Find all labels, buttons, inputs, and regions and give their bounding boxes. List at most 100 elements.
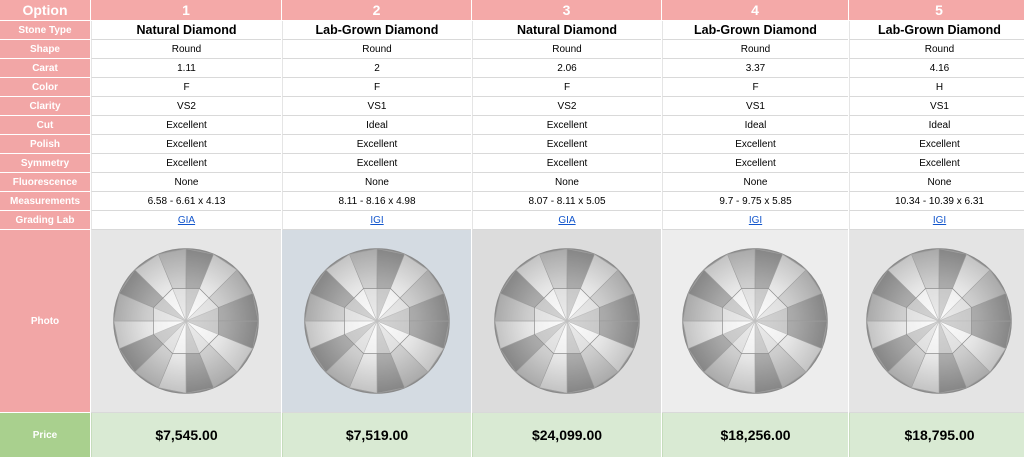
row-label-photo: Photo: [0, 230, 90, 413]
diamond-photo-5[interactable]: [849, 230, 1024, 413]
grading-lab-link-4[interactable]: IGI: [748, 214, 763, 226]
clarity-2: VS1: [282, 97, 471, 116]
symmetry-3: Excellent: [472, 154, 661, 173]
round-brilliant-diamond-icon: [493, 248, 640, 394]
price-1: $7,545.00: [91, 413, 281, 457]
diamond-photo-bg-1: [91, 230, 281, 412]
symmetry-4: Excellent: [662, 154, 848, 173]
grading-lab-cell-5: IGI: [849, 211, 1024, 230]
fluorescence-1: None: [91, 173, 281, 192]
fluorescence-2: None: [282, 173, 471, 192]
price-4: $18,256.00: [662, 413, 848, 457]
measurements-3: 8.07 - 8.11 x 5.05: [472, 192, 661, 211]
color-3: F: [472, 78, 661, 97]
clarity-4: VS1: [662, 97, 848, 116]
stone-type-1: Natural Diamond: [91, 21, 281, 40]
diamond-photo-bg-5: [849, 230, 1024, 412]
diamond-photo-2[interactable]: [282, 230, 471, 413]
shape-4: Round: [662, 40, 848, 59]
clarity-5: VS1: [849, 97, 1024, 116]
grading-lab-cell-4: IGI: [662, 211, 848, 230]
row-label-symmetry: Symmetry: [0, 154, 90, 173]
measurements-1: 6.58 - 6.61 x 4.13: [91, 192, 281, 211]
row-label-shape: Shape: [0, 40, 90, 59]
option-number-2: 2: [282, 0, 471, 21]
round-brilliant-diamond-icon: [866, 248, 1012, 394]
grading-lab-cell-3: GIA: [472, 211, 661, 230]
diamond-photo-1[interactable]: [91, 230, 281, 413]
polish-4: Excellent: [662, 135, 848, 154]
color-2: F: [282, 78, 471, 97]
stone-type-4: Lab-Grown Diamond: [662, 21, 848, 40]
shape-3: Round: [472, 40, 661, 59]
price-5: $18,795.00: [849, 413, 1024, 457]
stone-type-3: Natural Diamond: [472, 21, 661, 40]
price-3: $24,099.00: [472, 413, 661, 457]
fluorescence-5: None: [849, 173, 1024, 192]
diamond-photo-bg-4: [662, 230, 848, 412]
diamond-photo-4[interactable]: [662, 230, 848, 413]
diamond-photo-3[interactable]: [472, 230, 661, 413]
row-label-color: Color: [0, 78, 90, 97]
diamond-photo-bg-3: [472, 230, 661, 412]
color-5: H: [849, 78, 1024, 97]
carat-3: 2.06: [472, 59, 661, 78]
grading-lab-link-5[interactable]: IGI: [932, 214, 947, 226]
row-label-grading-lab: Grading Lab: [0, 211, 90, 230]
stone-type-2: Lab-Grown Diamond: [282, 21, 471, 40]
row-label-carat: Carat: [0, 59, 90, 78]
option-number-1: 1: [91, 0, 281, 21]
measurements-2: 8.11 - 8.16 x 4.98: [282, 192, 471, 211]
row-label-polish: Polish: [0, 135, 90, 154]
polish-1: Excellent: [91, 135, 281, 154]
polish-5: Excellent: [849, 135, 1024, 154]
grading-lab-link-2[interactable]: IGI: [370, 214, 384, 226]
grading-lab-cell-2: IGI: [282, 211, 471, 230]
row-label-clarity: Clarity: [0, 97, 90, 116]
round-brilliant-diamond-icon: [113, 248, 259, 394]
cut-2: Ideal: [282, 116, 471, 135]
stone-type-5: Lab-Grown Diamond: [849, 21, 1024, 40]
grading-lab-cell-1: GIA: [91, 211, 281, 230]
cut-1: Excellent: [91, 116, 281, 135]
option-number-4: 4: [662, 0, 848, 21]
row-label-option: Option: [0, 0, 90, 21]
color-1: F: [91, 78, 281, 97]
symmetry-1: Excellent: [91, 154, 281, 173]
cut-4: Ideal: [662, 116, 848, 135]
carat-1: 1.11: [91, 59, 281, 78]
polish-3: Excellent: [472, 135, 661, 154]
symmetry-5: Excellent: [849, 154, 1024, 173]
row-label-measurements: Measurements: [0, 192, 90, 211]
price-2: $7,519.00: [282, 413, 471, 457]
polish-2: Excellent: [282, 135, 471, 154]
option-number-3: 3: [472, 0, 661, 21]
option-number-5: 5: [849, 0, 1024, 21]
carat-5: 4.16: [849, 59, 1024, 78]
carat-4: 3.37: [662, 59, 848, 78]
row-label-stone-type: Stone Type: [0, 21, 90, 40]
shape-2: Round: [282, 40, 471, 59]
carat-2: 2: [282, 59, 471, 78]
symmetry-2: Excellent: [282, 154, 471, 173]
shape-1: Round: [91, 40, 281, 59]
grading-lab-link-1[interactable]: GIA: [177, 214, 196, 226]
cut-3: Excellent: [472, 116, 661, 135]
measurements-4: 9.7 - 9.75 x 5.85: [662, 192, 848, 211]
row-label-cut: Cut: [0, 116, 90, 135]
grading-lab-link-3[interactable]: GIA: [558, 214, 576, 226]
fluorescence-3: None: [472, 173, 661, 192]
round-brilliant-diamond-icon: [303, 248, 450, 394]
color-4: F: [662, 78, 848, 97]
row-label-price: Price: [0, 413, 90, 457]
clarity-3: VS2: [472, 97, 661, 116]
diamond-photo-bg-2: [282, 230, 471, 412]
measurements-5: 10.34 - 10.39 x 6.31: [849, 192, 1024, 211]
row-label-fluorescence: Fluorescence: [0, 173, 90, 192]
round-brilliant-diamond-icon: [682, 248, 828, 394]
fluorescence-4: None: [662, 173, 848, 192]
clarity-1: VS2: [91, 97, 281, 116]
cut-5: Ideal: [849, 116, 1024, 135]
shape-5: Round: [849, 40, 1024, 59]
